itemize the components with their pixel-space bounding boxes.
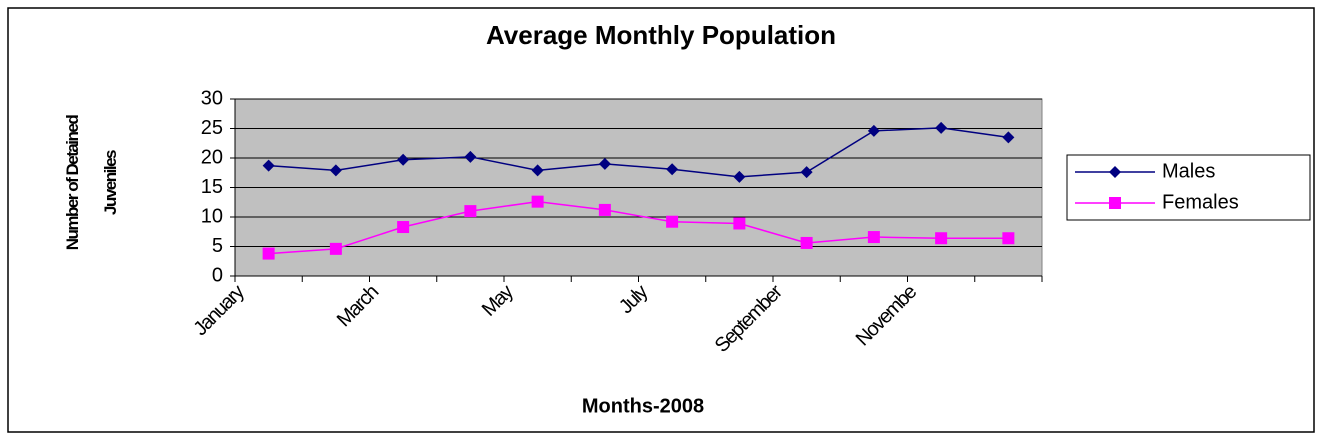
y-tick-label: 0 — [212, 264, 223, 286]
line-marker — [935, 232, 948, 245]
line-marker — [397, 153, 410, 166]
legend-label: Females — [1162, 191, 1239, 213]
line-marker — [397, 221, 410, 234]
line-marker — [262, 159, 275, 172]
x-axis-title: Months-2008 — [582, 395, 704, 417]
line-marker — [666, 215, 679, 228]
line-marker — [464, 205, 477, 218]
y-tick-label: 5 — [212, 235, 223, 257]
line-marker — [531, 164, 544, 177]
y-tick-label: 30 — [201, 87, 223, 109]
line-marker — [598, 157, 611, 170]
line-marker — [262, 247, 275, 260]
line-marker — [1109, 197, 1121, 209]
line-marker — [733, 170, 746, 183]
line-marker — [867, 231, 880, 244]
line-marker — [666, 163, 679, 176]
y-axis-title: Number of Detained Juveniles — [63, 115, 120, 251]
y-tick-label: 20 — [201, 146, 223, 168]
line-marker — [531, 195, 544, 208]
y-tick-label: 15 — [201, 176, 223, 198]
line-marker — [464, 150, 477, 163]
legend-label: Males — [1162, 160, 1215, 182]
series-line — [268, 200, 1009, 255]
line-marker — [329, 242, 342, 255]
line-marker — [598, 203, 611, 216]
line-marker — [867, 124, 880, 137]
line-marker — [1002, 131, 1015, 144]
line-marker — [800, 236, 813, 249]
line-marker — [935, 121, 948, 134]
chart-title: Average Monthly Population — [486, 20, 836, 50]
series-line — [268, 127, 1009, 178]
line-marker — [800, 166, 813, 179]
legend-box — [1066, 154, 1311, 221]
y-tick-label: 25 — [201, 117, 223, 139]
line-marker — [1109, 166, 1121, 178]
y-tick-label: 10 — [201, 205, 223, 227]
line-marker — [1002, 232, 1015, 245]
line-marker — [733, 217, 746, 230]
line-marker — [329, 164, 342, 177]
